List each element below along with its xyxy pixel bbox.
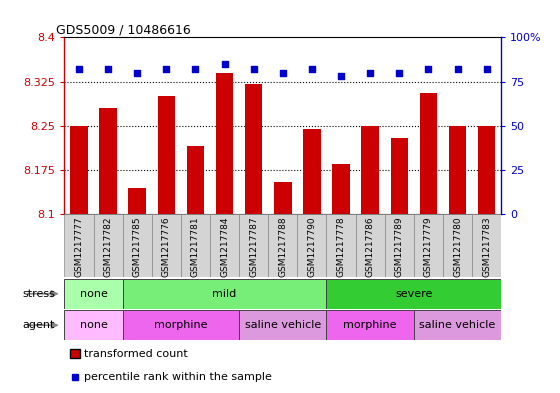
Text: GDS5009 / 10486616: GDS5009 / 10486616 (55, 23, 190, 36)
Bar (361, 126, 379, 214)
Text: severe: severe (395, 289, 432, 299)
Bar (216, 73, 234, 214)
Bar (64, 214, 94, 277)
Point (249, 66, 258, 72)
Point (366, 70, 375, 76)
Point (482, 66, 491, 72)
Bar (390, 138, 408, 214)
Bar (303, 129, 321, 214)
Text: GSM1217784: GSM1217784 (220, 216, 229, 277)
Point (104, 66, 113, 72)
Bar (449, 126, 466, 214)
Text: GSM1217783: GSM1217783 (482, 216, 491, 277)
Bar (472, 214, 501, 277)
Point (424, 66, 433, 72)
Bar (64, 279, 123, 309)
Point (191, 66, 200, 72)
Point (74, 66, 83, 72)
Bar (186, 147, 204, 214)
Point (162, 66, 171, 72)
Text: GSM1217782: GSM1217782 (104, 216, 113, 277)
Bar (157, 96, 175, 214)
Point (395, 70, 404, 76)
Point (278, 70, 287, 76)
Point (220, 61, 229, 67)
Text: agent: agent (22, 320, 55, 330)
Bar (326, 279, 501, 309)
Text: GSM1217790: GSM1217790 (307, 216, 316, 277)
Bar (239, 214, 268, 277)
Text: GSM1217786: GSM1217786 (366, 216, 375, 277)
Bar (99, 108, 117, 214)
Point (337, 73, 346, 79)
Bar (478, 126, 496, 214)
Text: saline vehicle: saline vehicle (245, 320, 321, 330)
Text: GSM1217779: GSM1217779 (424, 216, 433, 277)
Text: mild: mild (212, 289, 237, 299)
Bar (123, 310, 239, 340)
Point (307, 66, 316, 72)
Text: none: none (80, 320, 108, 330)
Bar (70, 126, 88, 214)
Point (133, 70, 142, 76)
Text: transformed count: transformed count (84, 349, 188, 359)
Bar (268, 214, 297, 277)
Text: GSM1217785: GSM1217785 (133, 216, 142, 277)
Bar (64, 310, 123, 340)
Bar (210, 214, 239, 277)
Bar (414, 214, 443, 277)
Text: GSM1217789: GSM1217789 (395, 216, 404, 277)
Bar (385, 214, 414, 277)
Text: GSM1217787: GSM1217787 (249, 216, 258, 277)
Text: morphine: morphine (343, 320, 397, 330)
Bar (326, 310, 414, 340)
Text: GSM1217776: GSM1217776 (162, 216, 171, 277)
Bar (297, 214, 326, 277)
Bar (419, 94, 437, 214)
Text: stress: stress (22, 289, 55, 299)
Bar (123, 214, 152, 277)
Text: GSM1217781: GSM1217781 (191, 216, 200, 277)
Text: saline vehicle: saline vehicle (419, 320, 496, 330)
Bar (414, 310, 501, 340)
Bar (128, 188, 146, 214)
Bar (443, 214, 472, 277)
Point (453, 66, 462, 72)
Text: GSM1217778: GSM1217778 (337, 216, 346, 277)
Text: none: none (80, 289, 108, 299)
Bar (123, 279, 326, 309)
Bar (245, 84, 263, 214)
Bar (356, 214, 385, 277)
Text: GSM1217788: GSM1217788 (278, 216, 287, 277)
Bar (332, 164, 350, 214)
Bar (326, 214, 356, 277)
Bar (239, 310, 326, 340)
Bar (152, 214, 181, 277)
Bar (94, 214, 123, 277)
Text: GSM1217777: GSM1217777 (74, 216, 83, 277)
Text: morphine: morphine (154, 320, 208, 330)
Bar (181, 214, 210, 277)
Text: GSM1217780: GSM1217780 (453, 216, 462, 277)
Bar (274, 182, 292, 214)
Text: percentile rank within the sample: percentile rank within the sample (84, 372, 272, 382)
